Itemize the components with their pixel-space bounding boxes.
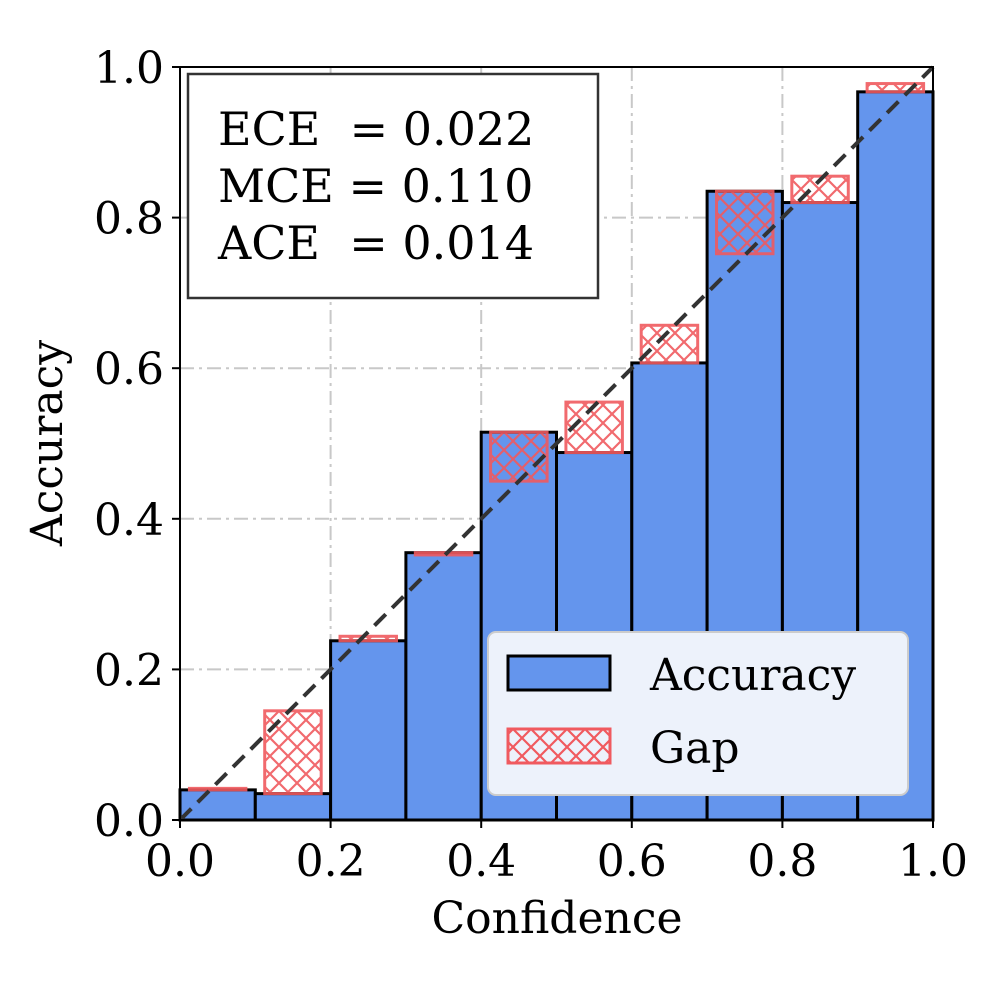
y-tick-label: 0.0: [94, 796, 164, 847]
legend-gap-swatch: [506, 727, 612, 765]
accuracy-bar: [253, 792, 333, 822]
legend-gap-label: Gap: [650, 723, 740, 774]
x-tick-label: 0.2: [296, 836, 366, 887]
gap-bar: [489, 430, 549, 483]
gap-bar: [715, 189, 775, 256]
legend: Accuracy Gap: [487, 631, 909, 796]
perfect-calibration-line: [178, 65, 935, 822]
metrics-box-frame: [186, 72, 600, 300]
y-tick-label: 0.2: [94, 645, 164, 696]
y-axis-ticks: 0.0 0.2 0.4 0.6 0.8 1.0: [94, 43, 180, 847]
x-tick-label: 0.0: [145, 836, 215, 887]
x-tick-label: 0.8: [747, 836, 817, 887]
x-axis-label: Confidence: [431, 893, 682, 944]
gap-bar: [338, 634, 398, 643]
plot-frame: [179, 66, 934, 821]
accuracy-bar: [404, 551, 483, 822]
ace-value: ACE = 0.014: [217, 216, 534, 270]
x-tick-label: 0.4: [446, 836, 516, 887]
y-axis-label: Accuracy: [22, 340, 73, 547]
y-tick-label: 0.8: [94, 194, 164, 245]
gap-bars: [187, 82, 926, 796]
x-tick-label: 1.0: [898, 836, 968, 887]
legend-accuracy-swatch: [506, 654, 612, 692]
ece-value: ECE = 0.022: [218, 102, 534, 156]
x-axis-ticks: 0.0 0.2 0.4 0.6 0.8 1.0: [145, 820, 968, 887]
legend-accuracy-label: Accuracy: [649, 650, 856, 701]
accuracy-bar: [178, 788, 257, 822]
y-tick-label: 1.0: [94, 43, 164, 94]
gap-bar: [865, 82, 926, 94]
x-tick-label: 0.6: [597, 836, 667, 887]
metrics-box: ECE = 0.022 MCE = 0.110 ACE = 0.014: [186, 72, 600, 300]
gap-bar: [263, 709, 323, 796]
y-tick-label: 0.4: [94, 495, 164, 546]
accuracy-bar: [329, 639, 408, 822]
gap-bar: [187, 786, 248, 792]
gap-bar: [413, 551, 474, 557]
y-tick-label: 0.6: [94, 344, 164, 395]
mce-value: MCE = 0.110: [218, 159, 533, 213]
gap-bar: [639, 323, 700, 365]
